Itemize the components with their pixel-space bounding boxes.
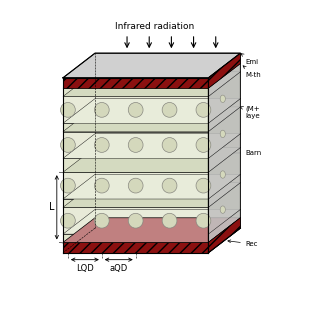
Polygon shape [208, 53, 240, 88]
Text: LQD: LQD [76, 264, 94, 273]
Circle shape [162, 213, 177, 228]
Text: Emi: Emi [241, 54, 259, 65]
Circle shape [196, 178, 211, 193]
Polygon shape [208, 218, 240, 253]
Circle shape [94, 138, 109, 152]
Text: Barn: Barn [228, 150, 262, 156]
Polygon shape [63, 72, 240, 97]
Polygon shape [208, 53, 240, 88]
Polygon shape [208, 148, 240, 199]
Circle shape [94, 213, 109, 228]
Polygon shape [63, 64, 240, 88]
Polygon shape [63, 97, 208, 123]
Polygon shape [63, 132, 208, 158]
Text: (M+
laye: (M+ laye [240, 106, 260, 119]
Circle shape [128, 178, 143, 193]
Circle shape [60, 138, 75, 152]
Polygon shape [63, 158, 208, 172]
Ellipse shape [220, 130, 225, 138]
Polygon shape [208, 53, 240, 253]
Ellipse shape [220, 171, 225, 178]
Circle shape [60, 102, 75, 117]
Text: M-th: M-th [243, 66, 261, 78]
Polygon shape [208, 64, 240, 97]
Text: aQD: aQD [109, 264, 128, 273]
Polygon shape [63, 107, 240, 132]
Text: Rec: Rec [228, 240, 258, 247]
Circle shape [162, 178, 177, 193]
Polygon shape [208, 218, 240, 253]
Polygon shape [63, 88, 208, 97]
Polygon shape [63, 234, 208, 243]
Polygon shape [208, 72, 240, 123]
Text: L: L [49, 202, 54, 212]
Circle shape [94, 102, 109, 117]
Circle shape [196, 102, 211, 117]
Polygon shape [63, 78, 208, 88]
Polygon shape [63, 134, 240, 158]
Polygon shape [208, 134, 240, 172]
Polygon shape [208, 174, 240, 207]
Ellipse shape [220, 95, 225, 102]
Ellipse shape [220, 206, 225, 213]
Polygon shape [63, 172, 208, 199]
Polygon shape [208, 210, 240, 243]
Circle shape [60, 178, 75, 193]
Circle shape [128, 138, 143, 152]
Circle shape [128, 102, 143, 117]
Polygon shape [63, 99, 240, 123]
Polygon shape [63, 210, 240, 234]
Polygon shape [63, 183, 240, 207]
Polygon shape [63, 218, 240, 243]
Polygon shape [63, 148, 240, 172]
Circle shape [94, 178, 109, 193]
Text: Infrared radiation: Infrared radiation [115, 22, 194, 31]
Circle shape [128, 213, 143, 228]
Circle shape [60, 213, 75, 228]
Circle shape [162, 102, 177, 117]
Circle shape [196, 213, 211, 228]
Polygon shape [208, 183, 240, 234]
Polygon shape [63, 174, 240, 199]
Polygon shape [208, 99, 240, 132]
Circle shape [162, 138, 177, 152]
Circle shape [196, 138, 211, 152]
Polygon shape [63, 123, 208, 132]
Polygon shape [208, 107, 240, 158]
Polygon shape [63, 243, 208, 253]
Polygon shape [63, 53, 240, 78]
Polygon shape [63, 199, 208, 207]
Polygon shape [63, 207, 208, 234]
